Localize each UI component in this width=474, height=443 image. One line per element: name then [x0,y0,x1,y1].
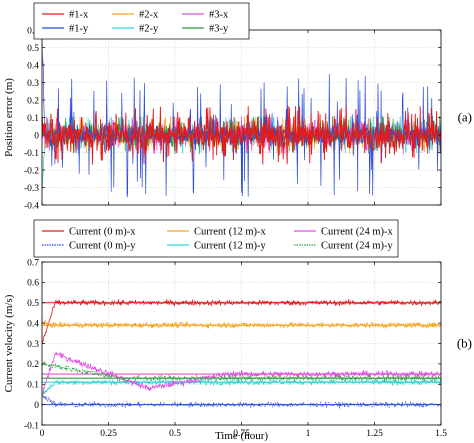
y-tick-label: 0.5 [27,44,39,54]
panel-b: -0.100.10.20.30.40.50.60.70 0.25 0.5 0.75 1 1… [3,219,472,442]
series-line-current-0-m-y [42,393,441,409]
y-tick-label: 0.4 [27,61,39,71]
y-tick-label: 0.2 [27,360,39,370]
y-tick-label: 0.3 [27,340,39,350]
legend-box [33,2,250,40]
x-tick-label: 0.75 [233,429,250,439]
series-line-current-12-m-x [42,318,441,330]
y-tick-label: 0.3 [27,79,39,89]
series-line-current-0-m-x [42,298,441,345]
x-tick-label: 1.5 [435,429,447,439]
y-tick-label: 0 [34,401,39,411]
y-tick-label: -0.1 [24,421,39,431]
legend-entry-label: Current (0 m)-y [69,241,136,252]
y-tick-label: 0.6 [27,26,39,36]
x-axis-label: Time (hour) [215,430,268,442]
y-tick-label: 0.4 [27,319,39,329]
x-tick-label: 1 [306,429,311,439]
y-tick-label: -0.3 [24,184,39,194]
series-line-current-24-m-y [42,360,441,383]
plot-area [42,41,441,198]
y-tick-label: 0.1 [27,114,39,124]
y-tick-label: 0.7 [27,258,39,268]
legend-entry-label: #3-x [209,10,229,21]
panel-a: -0.4 -0.3 -0.2 -0.1 0 0.1 0.2 0.3 0.4 0.5 0.6 Posit… [3,2,472,211]
series-line-1x [42,105,441,165]
x-tick-label: 1.25 [366,429,383,439]
y-tick-label: 0.6 [27,279,39,289]
legend-entry-label: Current (12 m)-x [194,227,266,238]
legend-entry-label: Current (24 m)-y [321,241,393,252]
y-tick-label: -0.4 [24,201,39,211]
plot-area [42,298,441,409]
legend: #1-x #1-y #2-x #2-y #3-x #3-y [33,2,250,40]
legend-entry-label: #2-x [139,10,159,21]
y-tick-label: 0.5 [27,299,39,309]
y-tick-label: -0.2 [24,166,39,176]
panel-label: (b) [457,336,472,351]
legend-box [33,219,399,258]
y-axis-label: Current velocity (m/s) [3,294,15,392]
legend-entry-label: Current (12 m)-y [194,241,266,252]
legend-entry-label: #2-y [139,24,159,35]
legend-entry-label: #1-x [69,10,89,21]
y-tick-label: 0.1 [27,381,39,391]
legend: Current (0 m)-x Current (0 m)-y Current (1… [33,219,399,258]
legend-entry-label: Current (0 m)-x [69,227,136,238]
series-line-current-24-m-x [42,351,441,395]
x-tick-label: 0 [40,429,45,439]
legend-entry-label: #3-y [209,24,229,35]
y-tick-label: -0.1 [24,149,39,159]
y-tick-label: 0 [34,131,39,141]
panel-label: (a) [458,110,472,125]
x-tick-label: 0.5 [169,429,181,439]
legend-entry-label: #1-y [69,24,89,35]
y-tick-label: 0.2 [27,96,39,106]
y-axis-label: Position error (m) [3,78,15,157]
legend-entry-label: Current (24 m)-x [321,227,393,238]
x-tick-label: 0.25 [100,429,117,439]
